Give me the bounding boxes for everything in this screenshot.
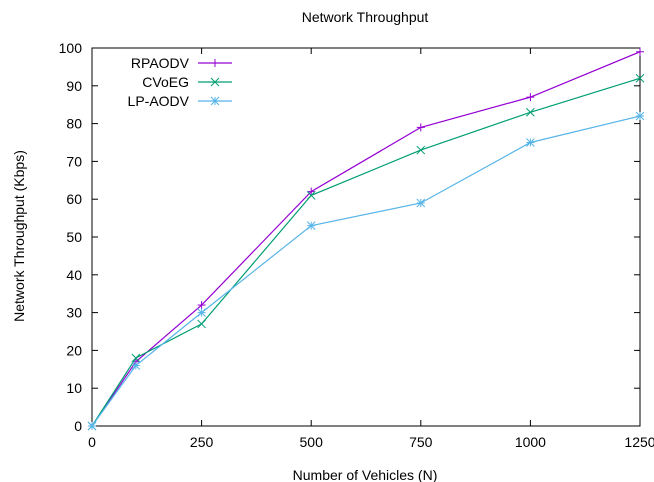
data-point-cvoeg-stroke — [635, 73, 645, 83]
x-tick-label: 1000 — [515, 434, 546, 450]
series-line-cvoeg — [91, 77, 641, 427]
data-point-rpaodv — [416, 123, 425, 132]
y-tick-label: 20 — [66, 342, 82, 358]
data-point-lp-aodv-stroke — [526, 138, 535, 147]
y-tick-label: 90 — [66, 78, 82, 94]
y-tick-label: 30 — [66, 305, 82, 321]
series-line-lp-aodv — [91, 115, 641, 427]
y-tick-label: 80 — [66, 116, 82, 132]
data-point-cvoeg-stroke — [131, 353, 141, 363]
legend: RPAODV CVoEG LP-AODV — [128, 55, 232, 109]
x-tick-label: 750 — [409, 434, 433, 450]
data-point-lp-aodv — [635, 111, 645, 121]
y-tick-label: 60 — [66, 191, 82, 207]
y-tick-label: 70 — [66, 153, 82, 169]
data-point-lp-aodv-stroke — [635, 111, 645, 121]
y-tick-label: 40 — [66, 267, 82, 283]
data-point-lp-aodv-stroke — [306, 221, 316, 231]
data-point-cvoeg-stroke — [197, 319, 206, 329]
data-point-cvoeg — [131, 353, 141, 363]
data-point-cvoeg-stroke — [416, 145, 426, 155]
y-axis-title: Network Throughput (Kbps) — [11, 150, 27, 322]
data-point-cvoeg — [526, 107, 535, 117]
data-point-cvoeg-stroke — [526, 107, 535, 117]
legend-marker-cvoeg-stroke — [210, 77, 220, 87]
data-point-cvoeg — [416, 145, 426, 155]
data-point-lp-aodv — [131, 361, 141, 370]
legend-label-cvoeg: CVoEG — [142, 74, 189, 90]
y-tick-label: 100 — [59, 40, 83, 56]
x-tick-label: 500 — [300, 434, 324, 450]
y-tick-label: 50 — [66, 229, 82, 245]
data-point-cvoeg — [635, 73, 645, 83]
chart-title: Network Throughput — [302, 9, 429, 25]
data-point-rpaodv — [526, 93, 535, 102]
data-point-rpaodv — [197, 301, 206, 310]
data-point-lp-aodv — [197, 308, 206, 317]
data-point-lp-aodv — [87, 421, 97, 431]
data-point-lp-aodv-stroke — [87, 421, 97, 431]
legend-marker-cvoeg — [210, 77, 220, 87]
x-axis-title: Number of Vehicles (N) — [293, 467, 438, 482]
legend-marker-lp-aodv-stroke — [210, 96, 220, 106]
legend-marker-lp-aodv — [210, 96, 220, 106]
legend-marker-rpaodv — [211, 59, 219, 67]
data-point-lp-aodv-stroke — [197, 308, 206, 317]
data-point-rpaodv — [307, 187, 316, 196]
data-point-lp-aodv — [416, 198, 426, 208]
data-point-lp-aodv — [306, 221, 316, 231]
data-point-cvoeg-stroke — [306, 191, 316, 200]
data-point-rpaodv — [636, 47, 644, 56]
data-point-lp-aodv-stroke — [416, 198, 426, 208]
data-point-lp-aodv — [526, 138, 535, 147]
x-tick-label: 250 — [190, 434, 214, 450]
legend-label-lp-aodv: LP-AODV — [128, 93, 190, 109]
x-tick-label: 0 — [88, 434, 96, 450]
data-point-lp-aodv-stroke — [131, 361, 141, 370]
x-tick-label: 1250 — [624, 434, 654, 450]
data-point-cvoeg — [306, 191, 316, 200]
y-tick-label: 0 — [74, 418, 82, 434]
legend-label-rpaodv: RPAODV — [131, 55, 190, 71]
data-point-cvoeg — [197, 319, 206, 329]
y-tick-label: 10 — [66, 380, 82, 396]
